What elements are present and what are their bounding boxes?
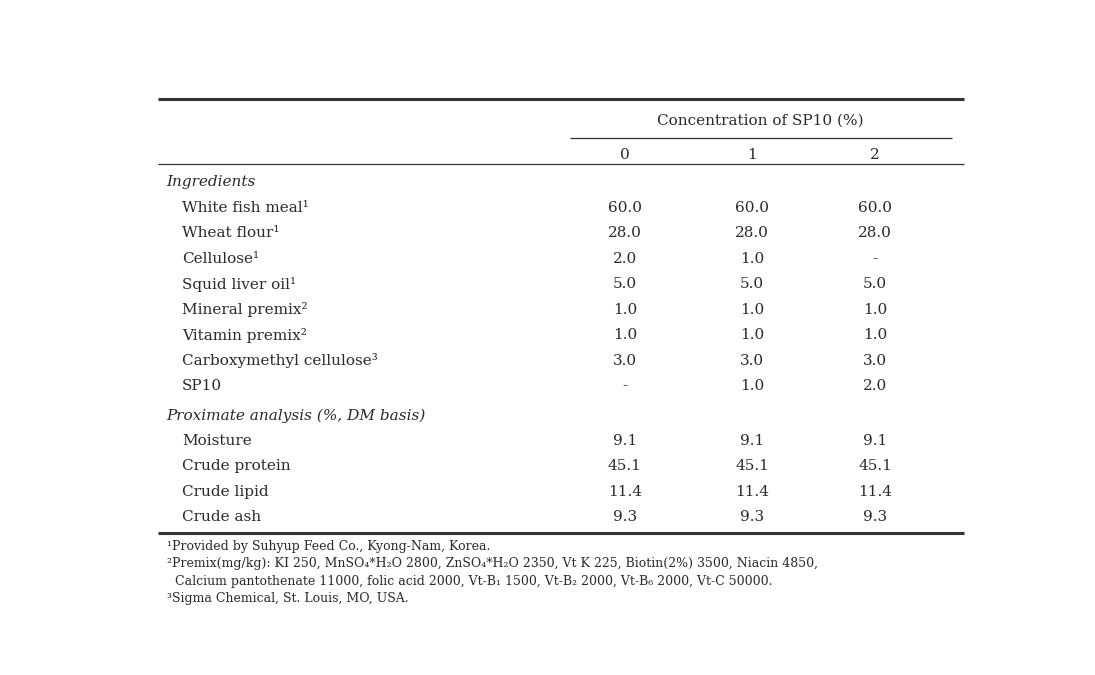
Text: 5.0: 5.0 [613, 277, 637, 292]
Text: 1.0: 1.0 [740, 303, 764, 317]
Text: 2: 2 [871, 148, 880, 162]
Text: Calcium pantothenate 11000, folic acid 2000, Vt-B₁ 1500, Vt-B₂ 2000, Vt-B₆ 2000,: Calcium pantothenate 11000, folic acid 2… [166, 574, 772, 587]
Text: 60.0: 60.0 [858, 201, 892, 215]
Text: Crude lipid: Crude lipid [182, 485, 268, 499]
Text: 9.1: 9.1 [863, 434, 887, 448]
Text: Squid liver oil¹: Squid liver oil¹ [182, 277, 296, 292]
Text: 9.3: 9.3 [613, 510, 637, 524]
Text: Vitamin premix²: Vitamin premix² [182, 328, 307, 343]
Text: 45.1: 45.1 [858, 460, 892, 473]
Text: 11.4: 11.4 [735, 485, 769, 499]
Text: 11.4: 11.4 [608, 485, 642, 499]
Text: 1.0: 1.0 [613, 328, 637, 342]
Text: Proximate analysis (%, DM basis): Proximate analysis (%, DM basis) [166, 408, 426, 423]
Text: Cellulose¹: Cellulose¹ [182, 252, 260, 266]
Text: 9.3: 9.3 [740, 510, 764, 524]
Text: 9.3: 9.3 [863, 510, 887, 524]
Text: 45.1: 45.1 [735, 460, 769, 473]
Text: 11.4: 11.4 [858, 485, 892, 499]
Text: 1: 1 [747, 148, 757, 162]
Text: 1.0: 1.0 [740, 328, 764, 342]
Text: 28.0: 28.0 [608, 226, 642, 240]
Text: 1.0: 1.0 [613, 303, 637, 317]
Text: 45.1: 45.1 [608, 460, 642, 473]
Text: 5.0: 5.0 [740, 277, 764, 292]
Text: 28.0: 28.0 [735, 226, 769, 240]
Text: Wheat flour¹: Wheat flour¹ [182, 226, 279, 240]
Text: ²Premix(mg/kg): KI 250, MnSO₄*H₂O 2800, ZnSO₄*H₂O 2350, Vt K 225, Biotin(2%) 350: ²Premix(mg/kg): KI 250, MnSO₄*H₂O 2800, … [166, 558, 818, 570]
Text: 3.0: 3.0 [740, 354, 764, 368]
Text: 1.0: 1.0 [740, 379, 764, 394]
Text: 60.0: 60.0 [608, 201, 642, 215]
Text: Concentration of SP10 (%): Concentration of SP10 (%) [657, 114, 864, 128]
Text: 60.0: 60.0 [735, 201, 769, 215]
Text: 9.1: 9.1 [613, 434, 637, 448]
Text: SP10: SP10 [182, 379, 222, 394]
Text: -: - [873, 252, 878, 266]
Text: -: - [622, 379, 627, 394]
Text: 0: 0 [620, 148, 630, 162]
Text: 28.0: 28.0 [858, 226, 892, 240]
Text: 3.0: 3.0 [863, 354, 887, 368]
Text: ³Sigma Chemical, St. Louis, MO, USA.: ³Sigma Chemical, St. Louis, MO, USA. [166, 592, 408, 605]
Text: 2.0: 2.0 [613, 252, 637, 266]
Text: White fish meal¹: White fish meal¹ [182, 201, 309, 215]
Text: 3.0: 3.0 [613, 354, 637, 368]
Text: Carboxymethyl cellulose³: Carboxymethyl cellulose³ [182, 353, 378, 369]
Text: 5.0: 5.0 [863, 277, 887, 292]
Text: Ingredients: Ingredients [166, 176, 256, 190]
Text: 1.0: 1.0 [863, 303, 887, 317]
Text: 9.1: 9.1 [740, 434, 764, 448]
Text: Crude protein: Crude protein [182, 460, 290, 473]
Text: Crude ash: Crude ash [182, 510, 261, 524]
Text: Mineral premix²: Mineral premix² [182, 302, 308, 317]
Text: 2.0: 2.0 [863, 379, 887, 394]
Text: Moisture: Moisture [182, 434, 252, 448]
Text: 1.0: 1.0 [740, 252, 764, 266]
Text: 1.0: 1.0 [863, 328, 887, 342]
Text: ¹Provided by Suhyup Feed Co., Kyong-Nam, Korea.: ¹Provided by Suhyup Feed Co., Kyong-Nam,… [166, 540, 489, 553]
